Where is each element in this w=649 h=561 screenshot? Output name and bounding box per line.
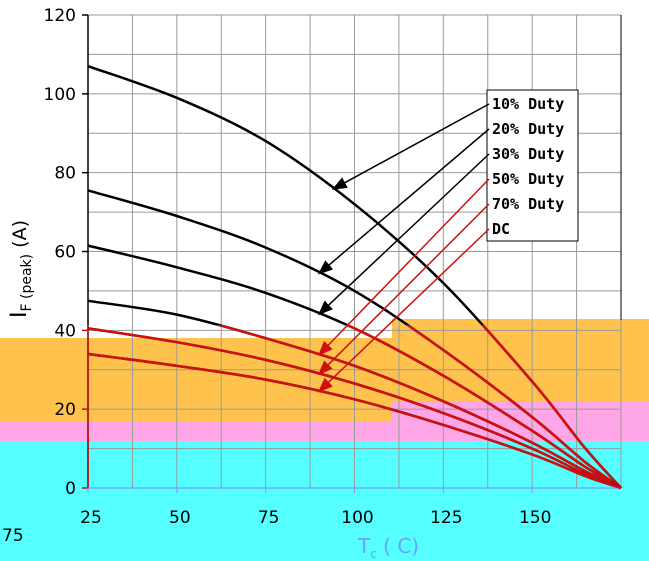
y-axis-label-text: IF (peak) (A) — [7, 220, 35, 318]
x-axis-label-unit: ( C) — [376, 534, 420, 558]
y-tick-label: 20 — [54, 400, 76, 420]
x-tick-label: 125 — [430, 508, 462, 528]
x-tick-label: 150 — [519, 508, 551, 528]
legend-entry-1: 10% Duty — [492, 95, 564, 113]
series-line-overlay-2 — [405, 325, 622, 490]
legend-leader-arrow-4 — [317, 178, 490, 356]
x-tick-label: 75 — [258, 508, 280, 528]
legend-entry-2: 20% Duty — [492, 120, 564, 138]
legend-entry-5: 70% Duty — [492, 195, 564, 213]
legend-entry-6: DC — [492, 220, 510, 238]
y-tick-label: 80 — [54, 164, 76, 184]
y-tick-label: 40 — [54, 321, 76, 341]
series-line-overlay-5 — [87, 327, 622, 490]
legend-leader-arrow-5 — [317, 203, 490, 376]
y-tick-label: 120 — [44, 6, 76, 26]
x-axis-label-main: T — [358, 534, 371, 558]
legend-entry-3: 30% Duty — [492, 145, 564, 163]
y-tick-label: 60 — [54, 243, 76, 263]
y-tick-label: 0 — [65, 479, 76, 499]
x-tick-label: 50 — [169, 508, 191, 528]
legend-leader-arrow-3 — [317, 153, 490, 316]
legend-box — [486, 89, 579, 242]
series-line-overlay-6 — [87, 352, 622, 490]
x-tick-label: 25 — [80, 508, 102, 528]
legend-leader-arrow-2 — [317, 128, 490, 275]
x-axis-label-sub: c — [370, 547, 377, 561]
series-line-overlay-1 — [481, 325, 622, 489]
legend-entry-4: 50% Duty — [492, 170, 564, 188]
x-tick-label: 100 — [341, 508, 373, 528]
legend-leader-arrow-1 — [331, 103, 490, 190]
x-axis-label: Tc ( C) — [358, 534, 419, 561]
series-line-overlay-3 — [344, 325, 622, 490]
legend-leader-arrow-6 — [317, 228, 490, 393]
y-tick-label: 100 — [44, 85, 76, 105]
series-line-overlay-4 — [214, 325, 622, 490]
x-tick-label-partial: 75 — [2, 526, 24, 546]
y-axis-label: IF (peak) (A) — [7, 220, 35, 318]
